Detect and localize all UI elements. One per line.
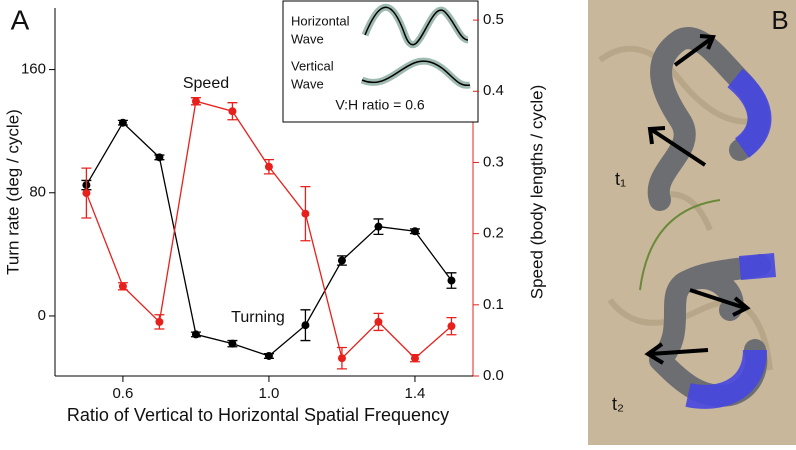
data-point bbox=[264, 351, 273, 360]
x-tick-label: 1.0 bbox=[258, 385, 279, 402]
data-point bbox=[337, 256, 346, 265]
y2-tick-label: 0.3 bbox=[483, 153, 504, 170]
y-tick-label: 80 bbox=[29, 184, 46, 201]
data-point bbox=[447, 276, 456, 285]
data-point bbox=[155, 153, 164, 162]
inset-label: Wave bbox=[291, 31, 324, 46]
y2-tick-label: 0.0 bbox=[483, 367, 504, 384]
panel-label: B bbox=[771, 5, 788, 35]
data-point bbox=[228, 339, 237, 348]
y2-axis-label: Speed (body lengths / cycle) bbox=[527, 85, 546, 300]
inset-label: Wave bbox=[291, 76, 324, 91]
data-point bbox=[447, 322, 456, 331]
data-point bbox=[191, 330, 200, 339]
data-point bbox=[410, 227, 419, 236]
data-point bbox=[301, 209, 310, 218]
photo-stalk bbox=[639, 199, 721, 291]
data-point bbox=[410, 354, 419, 363]
y2-tick-label: 0.4 bbox=[483, 82, 504, 99]
y2-tick-label: 0.2 bbox=[483, 225, 504, 242]
data-point bbox=[82, 189, 91, 198]
y2-tick-label: 0.1 bbox=[483, 296, 504, 313]
data-point bbox=[118, 282, 127, 291]
y-tick-label: 0 bbox=[38, 307, 46, 324]
wave bbox=[364, 6, 469, 46]
series-annotation: Speed bbox=[183, 75, 229, 92]
worm-2-head bbox=[685, 253, 777, 409]
photo-panel: B t₁ t₂ bbox=[588, 0, 796, 445]
worm-1-head bbox=[727, 68, 772, 158]
data-point bbox=[191, 97, 200, 106]
x-tick-label: 1.4 bbox=[405, 385, 426, 402]
data-point bbox=[374, 222, 383, 231]
panel-label: A bbox=[11, 4, 30, 35]
data-point bbox=[264, 162, 273, 171]
y2-tick-label: 0.5 bbox=[483, 11, 504, 28]
wave bbox=[361, 60, 471, 86]
inset-label: Vertical bbox=[291, 58, 334, 73]
inset-label: Horizontal bbox=[291, 13, 350, 28]
time-label: t₁ bbox=[615, 169, 626, 189]
data-point bbox=[228, 107, 237, 116]
data-point bbox=[337, 354, 346, 363]
y-tick-label: 160 bbox=[21, 61, 46, 78]
series-annotation: Turning bbox=[231, 309, 285, 326]
inset-label: V:H ratio = 0.6 bbox=[335, 97, 425, 113]
inset: Horizontal Wave Vertical Wave V:H ratio … bbox=[282, 0, 479, 123]
inset-box bbox=[282, 0, 479, 123]
x-tick-label: 0.6 bbox=[112, 385, 133, 402]
y-axis-label: Turn rate (deg / cycle) bbox=[3, 109, 22, 275]
data-point bbox=[155, 317, 164, 326]
data-point bbox=[374, 317, 383, 326]
data-point bbox=[301, 321, 310, 330]
arrows bbox=[644, 34, 751, 365]
time-label: t₂ bbox=[612, 394, 624, 414]
x-axis-label: Ratio of Vertical to Horizontal Spatial … bbox=[67, 405, 449, 425]
data-point bbox=[118, 118, 127, 127]
